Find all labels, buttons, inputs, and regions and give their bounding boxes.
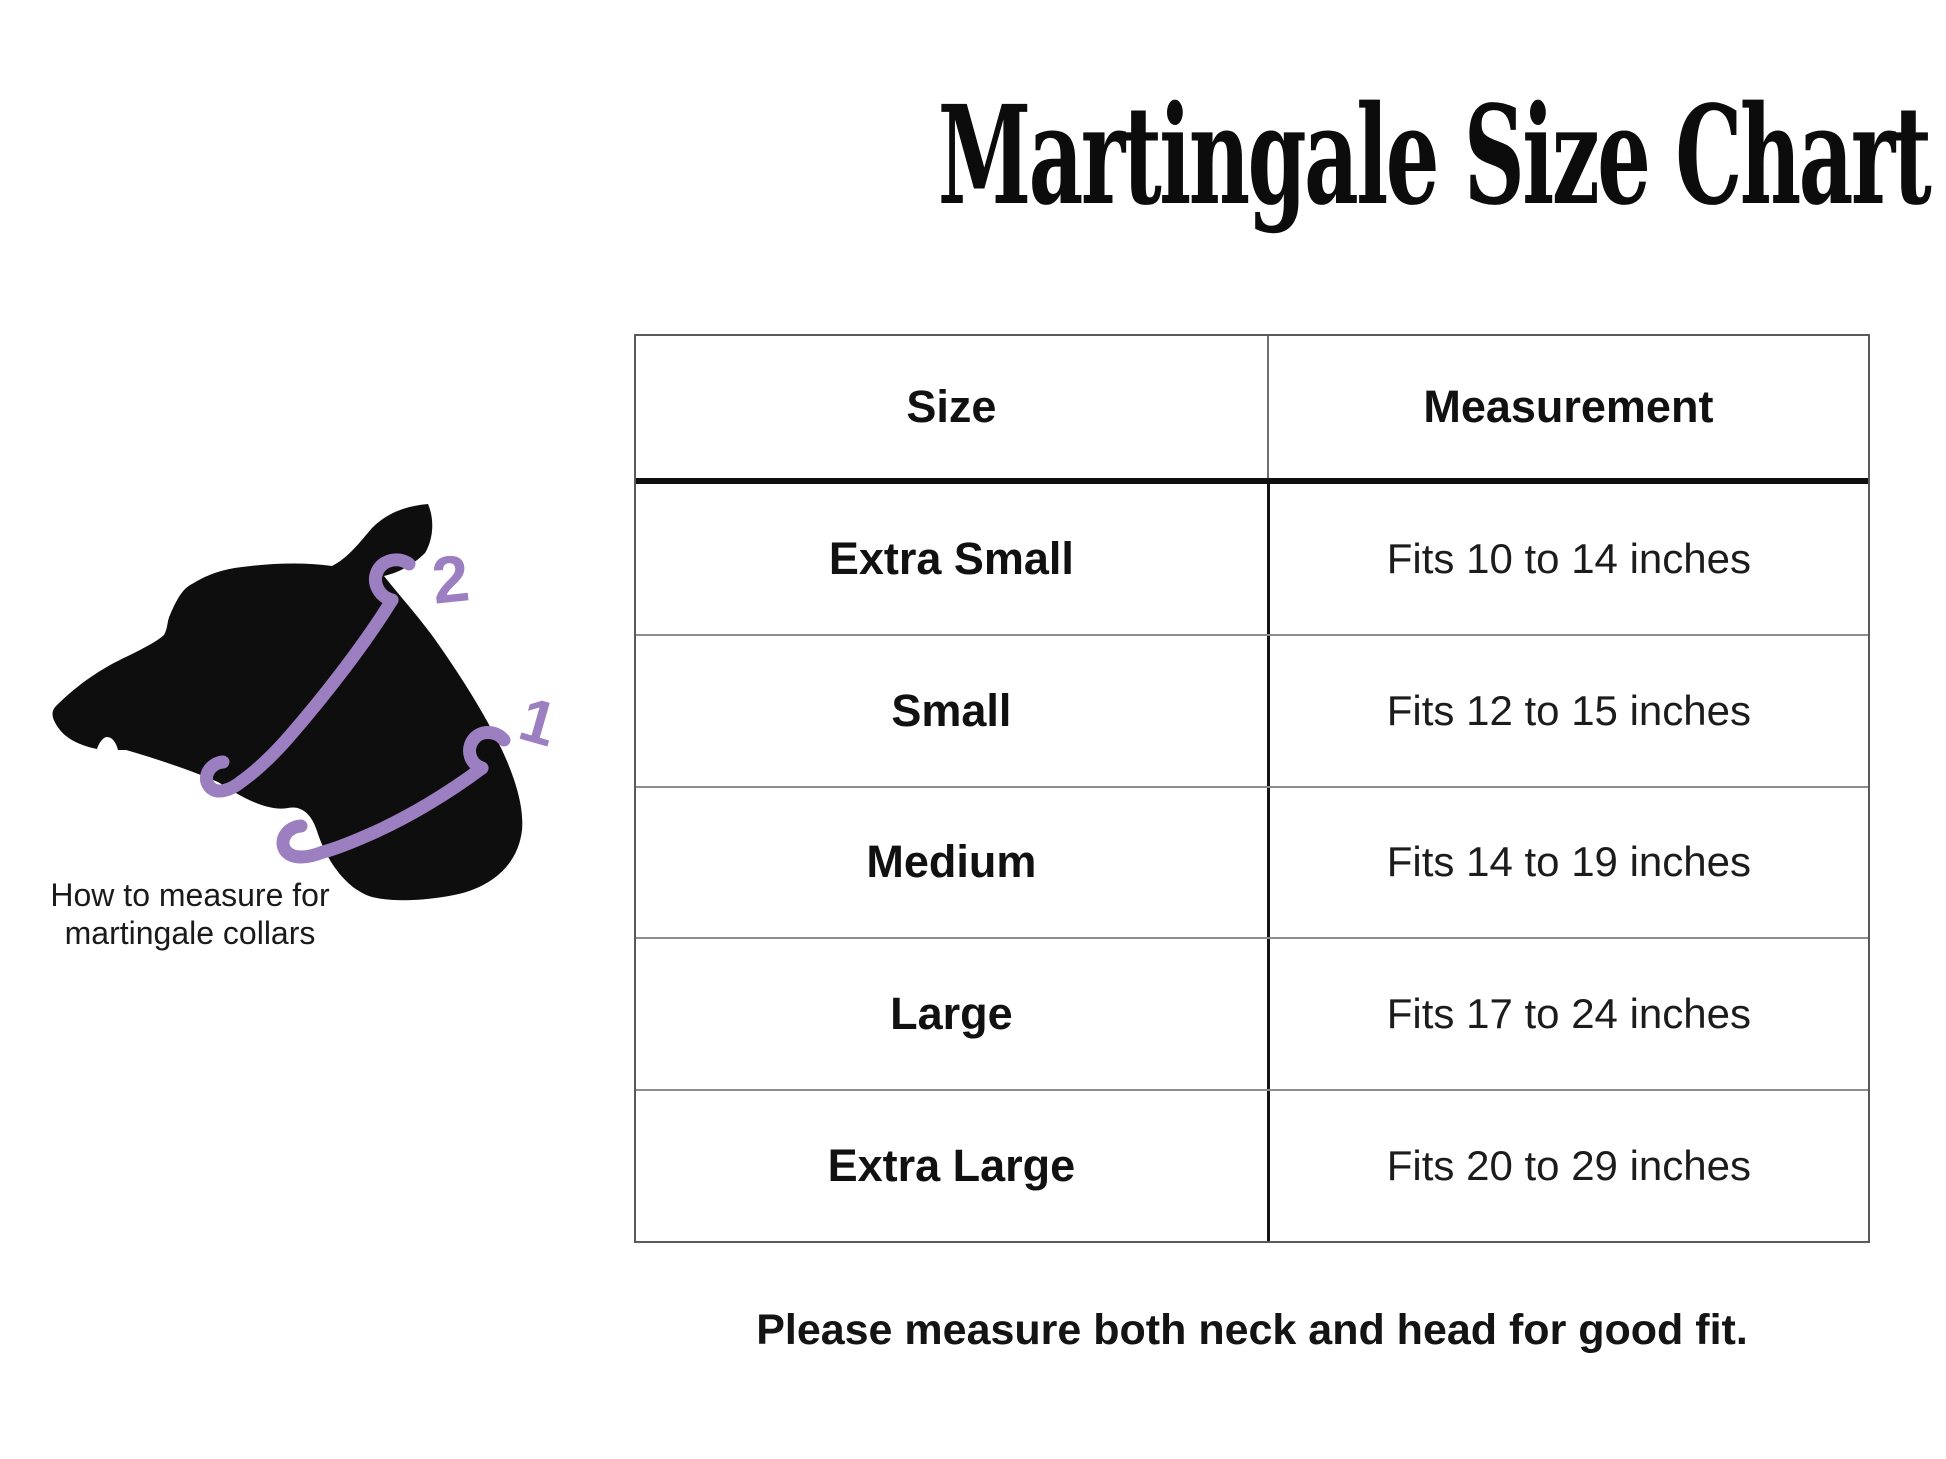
size-cell: Extra Large (827, 1140, 1076, 1192)
head-measure-curl-bottom (199, 755, 249, 798)
measurement-cell: Fits 17 to 24 inches (1266, 939, 1868, 1090)
size-cell: Extra Small (828, 532, 1074, 584)
size-table-header-row: Size Measurement (636, 336, 1868, 484)
neck-measure-line (276, 726, 511, 864)
measurement-cell: Fits 20 to 29 inches (1266, 1091, 1868, 1241)
table-row: Medium Fits 14 to 19 inches (636, 787, 1868, 940)
illustration-caption: How to measure for martingale collars (12, 876, 368, 952)
table-row: Extra Large Fits 20 to 29 inches (636, 1091, 1868, 1241)
neck-measure-curl-bottom (276, 819, 330, 864)
fit-note: Please measure both neck and head for go… (756, 1306, 1748, 1354)
caption-line-1: How to measure for (50, 877, 330, 913)
dog-measuring-illustration: 2 1 (52, 504, 564, 901)
measurement-cell: Fits 10 to 14 inches (1266, 484, 1868, 634)
head-measure-line (199, 553, 416, 798)
head-measure-label: 2 (428, 540, 472, 617)
caption-line-2: martingale collars (64, 915, 316, 951)
measurement-column-header: Measurement (1266, 336, 1868, 478)
head-measure-main (235, 593, 399, 788)
title-wrap: Martingale Size Chart (634, 80, 1932, 233)
size-cell: Small (891, 684, 1012, 736)
neck-measure-curl-top (463, 726, 511, 775)
size-column-header: Size (906, 381, 997, 432)
table-row: Extra Small Fits 10 to 14 inches (636, 484, 1868, 636)
size-table: Size Measurement Extra Small Fits 10 to … (634, 334, 1870, 1243)
measurement-cell: Fits 12 to 15 inches (1266, 635, 1868, 786)
size-cell: Large (890, 988, 1013, 1040)
size-table-body: Extra Small Fits 10 to 14 inches Small F… (636, 484, 1868, 1241)
table-row: Small Fits 12 to 15 inches (636, 635, 1868, 788)
size-cell: Medium (866, 836, 1037, 888)
page-title: Martingale Size Chart (937, 76, 1932, 236)
measurement-cell: Fits 14 to 19 inches (1266, 787, 1868, 938)
neck-measure-main (316, 761, 489, 859)
table-row: Large Fits 17 to 24 inches (636, 939, 1868, 1092)
neck-measure-label: 1 (512, 685, 564, 761)
dog-silhouette (52, 504, 523, 901)
head-measure-curl-top (369, 553, 416, 607)
